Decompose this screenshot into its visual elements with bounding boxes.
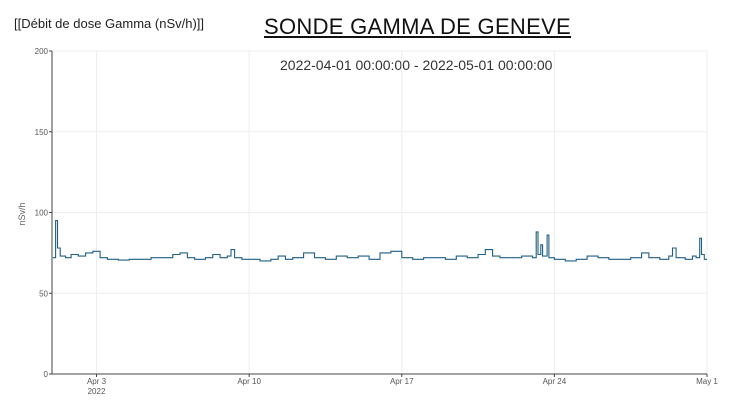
y-tick-label: 100 [35,209,49,218]
x-tick-sublabel: 2022 [88,387,106,396]
y-axis-label: nSv/h [17,202,27,225]
y-tick-label: 150 [35,128,49,137]
chart-top-label: [[Débit de dose Gamma (nSv/h)]] [14,16,205,31]
y-tick-label: 50 [39,289,48,298]
series-layer [52,220,707,262]
y-tick-label: 200 [35,47,49,56]
y-tick-label: 0 [44,370,49,379]
x-tick-label: May 1 [696,377,718,386]
x-tick-label: Apr 10 [237,377,261,386]
chart-title: SONDE GAMMA DE GENEVE [264,14,572,39]
x-tick-label: Apr 17 [390,377,414,386]
x-tick-label: Apr 3 [87,377,107,386]
series-line-0 [52,220,707,262]
chart-date-range: 2022-04-01 00:00:00 - 2022-05-01 00:00:0… [280,57,553,73]
x-tick-label: Apr 24 [543,377,567,386]
grid-layer [52,50,708,374]
